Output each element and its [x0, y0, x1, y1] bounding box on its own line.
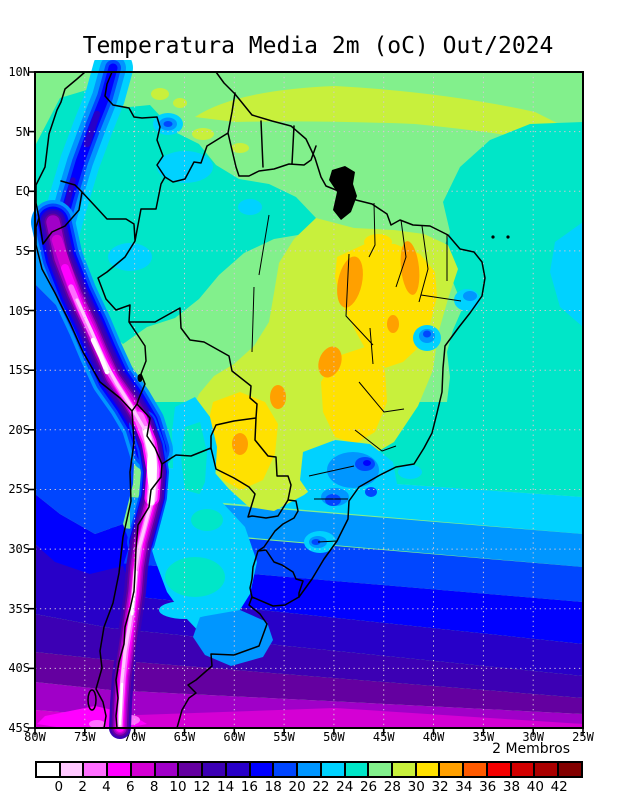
graticule	[35, 72, 583, 728]
lat-tick-label: 30S	[8, 542, 30, 557]
lon-tick-label: 45W	[372, 730, 395, 744]
lat-tick-label: 25S	[8, 482, 30, 497]
lat-tick-label: 10S	[8, 303, 30, 318]
colorbar-cell	[35, 761, 61, 778]
colorbar-tick-value: 30	[407, 779, 425, 795]
colorbar-cell	[82, 761, 109, 778]
colorbar-tick-value: 18	[264, 779, 282, 795]
colorbar-cell	[414, 761, 441, 778]
andes-ridge-band	[31, 200, 173, 739]
colorbar-tick-value: 36	[479, 779, 497, 795]
colorbar-cell	[296, 761, 322, 778]
lat-tick-label: 5S	[15, 243, 30, 258]
colorbar-cell	[391, 761, 417, 778]
colorbar-cell	[438, 761, 465, 778]
state-borders	[251, 202, 462, 543]
colorbar-tick-value: 38	[502, 779, 521, 795]
colorbar-tick-value: 34	[455, 779, 473, 795]
colorbar-tick-value: 14	[217, 779, 235, 795]
colorbar-cell	[533, 761, 560, 778]
colorbar-tick-value: 4	[102, 779, 111, 795]
colorbar-cell	[272, 761, 299, 778]
colorbar-tick-value: 22	[312, 779, 330, 795]
coastline	[35, 71, 486, 729]
colorbar-tick-value: 2	[78, 779, 87, 795]
colorbar-tick-value: 24	[336, 779, 354, 795]
lon-tick-label: 55W	[273, 730, 295, 744]
lon-tick-label: 80W	[24, 730, 46, 744]
colorbar-cell	[557, 761, 583, 778]
colorbar-tick-value: 12	[193, 779, 211, 795]
colorbar-tick-value: 20	[288, 779, 306, 795]
colorbar-cell	[153, 761, 180, 778]
colorbar-cell	[462, 761, 488, 778]
lon-tick-label: 25W	[572, 730, 594, 744]
colorbar-tick-value: 16	[240, 779, 259, 795]
colorbar-cell	[177, 761, 204, 778]
lon-tick-label: 50W	[323, 730, 345, 744]
chiloe-island	[87, 689, 97, 711]
colorbar-cell	[509, 761, 536, 778]
island-dot	[506, 235, 510, 239]
map-frame	[28, 71, 584, 735]
colorbar-cell	[129, 761, 156, 778]
colorbar-tick-value: 28	[383, 779, 401, 795]
colorbar-tick-value: 0	[54, 779, 64, 795]
lon-tick-label: 65W	[173, 730, 196, 744]
island-dot	[491, 235, 495, 239]
colorbar-tick-value: 32	[431, 779, 449, 795]
colorbar-tick-value: 8	[149, 779, 159, 795]
colorbar	[35, 761, 583, 778]
colorbar-cell	[106, 761, 132, 778]
country-borders	[38, 71, 317, 729]
colorbar-cell	[248, 761, 275, 778]
lat-tick-label: 45S	[8, 720, 30, 735]
lat-tick-label: 35S	[8, 601, 30, 616]
lon-tick-label: 30W	[522, 730, 545, 744]
lat-tick-label: 20S	[8, 422, 30, 437]
lake-titicaca	[137, 374, 143, 382]
lon-tick-label: 35W	[472, 730, 495, 744]
colorbar-values: 0 2 4 6 8 10 12 14 16 18 20 22 24 26 28 30 32 34 36 38 40 42	[35, 779, 583, 796]
lon-tick-label: 75W	[73, 730, 96, 744]
chart-title: Temperatura Media 2m (oC) Out/2024	[82, 33, 554, 59]
temperature-contour-map	[28, 60, 584, 739]
colorbar-tick-value: 40	[526, 779, 544, 795]
colorbar-cell	[201, 761, 227, 778]
lat-tick-label: 40S	[8, 661, 30, 676]
lon-tick-label: 60W	[223, 730, 246, 744]
coastlines-and-borders	[35, 71, 510, 729]
colorbar-tick-value: 10	[169, 779, 187, 795]
colorbar-cell	[485, 761, 512, 778]
temperature-field	[31, 60, 583, 739]
lat-tick-label: 15S	[8, 363, 30, 378]
colorbar-tick-value: 42	[550, 779, 568, 795]
amazon-mouth-detail	[329, 166, 357, 220]
lon-tick-label: 40W	[422, 730, 445, 744]
colorbar-cell	[319, 761, 346, 778]
colorbar-tick-value: 26	[359, 779, 378, 795]
lat-tick-label: 10N	[8, 65, 30, 79]
lat-tick-label: 5N	[15, 124, 30, 139]
colorbar-cell	[367, 761, 394, 778]
axis-ticks	[28, 71, 584, 735]
colorbar-cell	[58, 761, 85, 778]
ensemble-members-label: 2 Membros	[492, 741, 570, 757]
colorbar-tick-value: 6	[126, 779, 135, 795]
lat-tick-label: EQ	[15, 184, 30, 199]
colorbar-cell	[224, 761, 251, 778]
colorbar-cell	[343, 761, 370, 778]
